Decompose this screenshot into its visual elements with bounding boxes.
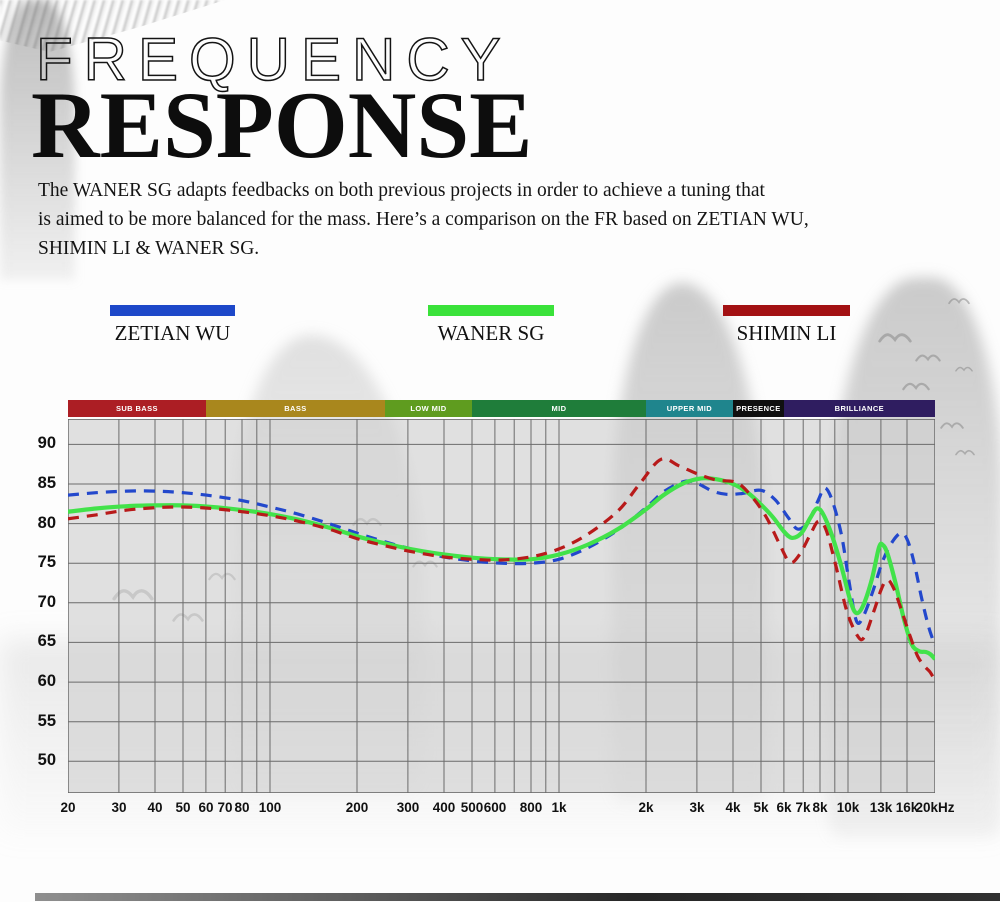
- legend-label: SHIMIN LI: [736, 321, 837, 345]
- x-tick-label: 50: [175, 800, 191, 815]
- x-tick-label: 2k: [638, 800, 654, 815]
- y-tick-label: 90: [37, 434, 56, 452]
- frequency-response-plot: [68, 419, 935, 793]
- series-curve-shimin-li: [68, 457, 935, 682]
- x-tick-label: 600: [483, 800, 507, 815]
- intro-line: SHIMIN LI & WANER SG.: [38, 238, 260, 259]
- x-tick-label: 8k: [812, 800, 828, 815]
- frequency-title-text: FREQUENCY: [36, 26, 512, 93]
- series-curve-waner-sg: [68, 476, 935, 661]
- x-tick-label: 7k: [795, 800, 811, 815]
- x-tick-label: 4k: [725, 800, 741, 815]
- bird-icon: [948, 298, 970, 305]
- legend-item-waner-sg: WANER SG: [428, 305, 554, 346]
- x-tick-label: 6k: [776, 800, 792, 815]
- band-bass: BASS: [205, 400, 385, 417]
- y-tick-label: 85: [37, 474, 56, 492]
- legend-swatch-blue: [110, 305, 235, 316]
- y-tick-label: 60: [37, 672, 56, 690]
- legend-swatch-red: [723, 305, 850, 316]
- x-tick-label: 30: [111, 800, 127, 815]
- band-upper-mid: UPPER MID: [645, 400, 733, 417]
- x-tick-label: 70: [217, 800, 233, 815]
- bird-icon: [940, 422, 964, 429]
- x-tick-label: 20: [60, 800, 76, 815]
- bird-icon: [955, 449, 975, 456]
- band-mid: MID: [471, 400, 646, 417]
- x-tick-label: 200: [345, 800, 369, 815]
- x-tick-label: 40: [147, 800, 163, 815]
- x-tick-label: 1k: [551, 800, 567, 815]
- band-brilliance: BRILLIANCE: [783, 400, 935, 417]
- bird-icon: [902, 382, 930, 391]
- y-tick-label: 55: [37, 712, 56, 730]
- bird-icon: [878, 333, 912, 343]
- x-tick-label: 80: [234, 800, 250, 815]
- page-title-outline: FREQUENCY: [35, 25, 512, 94]
- frequency-band-strip: SUB BASS BASS LOW MID MID UPPER MID PRESENCE B…: [68, 400, 935, 417]
- legend-label: WANER SG: [437, 321, 545, 345]
- x-tick-label: 60: [198, 800, 214, 815]
- plot-background: [68, 419, 935, 793]
- x-tick-label: 400: [432, 800, 456, 815]
- x-tick-label: 3k: [689, 800, 705, 815]
- bird-icon: [915, 354, 941, 362]
- band-low-mid: LOW MID: [384, 400, 472, 417]
- x-tick-label: 800: [519, 800, 543, 815]
- x-tick-label: 500: [460, 800, 484, 815]
- x-tick-label: 13k: [869, 800, 893, 815]
- y-tick-label: 80: [37, 514, 56, 532]
- y-tick-label: 70: [37, 593, 56, 611]
- legend-item-shimin-li: SHIMIN LI: [723, 305, 850, 346]
- series-curve-zetian-wu: [68, 479, 935, 647]
- band-presence: PRESENCE: [732, 400, 784, 417]
- legend-item-zetian-wu: ZETIAN WU: [110, 305, 235, 346]
- legend-label: ZETIAN WU: [114, 321, 231, 345]
- intro-line: The WANER SG adapts feedbacks on both pr…: [38, 180, 765, 201]
- x-tick-label: 5k: [753, 800, 769, 815]
- x-tick-label: 20kHz: [915, 800, 955, 815]
- x-tick-label: 300: [396, 800, 420, 815]
- intro-line: is aimed to be more balanced for the mas…: [38, 209, 809, 230]
- x-tick-label: 100: [258, 800, 282, 815]
- y-tick-label: 65: [37, 632, 56, 650]
- intro-paragraph: The WANER SG adapts feedbacks on both pr…: [38, 176, 809, 263]
- y-tick-label: 50: [37, 751, 56, 769]
- y-tick-label: 75: [37, 553, 56, 571]
- page-title-response: RESPONSE: [31, 72, 533, 178]
- band-sub-bass: SUB BASS: [68, 400, 206, 417]
- legend-swatch-green: [428, 305, 554, 316]
- bird-icon: [955, 366, 973, 372]
- x-tick-label: 10k: [836, 800, 860, 815]
- x-tick-label: 16k: [895, 800, 919, 815]
- page-edge-bar: [35, 893, 1000, 901]
